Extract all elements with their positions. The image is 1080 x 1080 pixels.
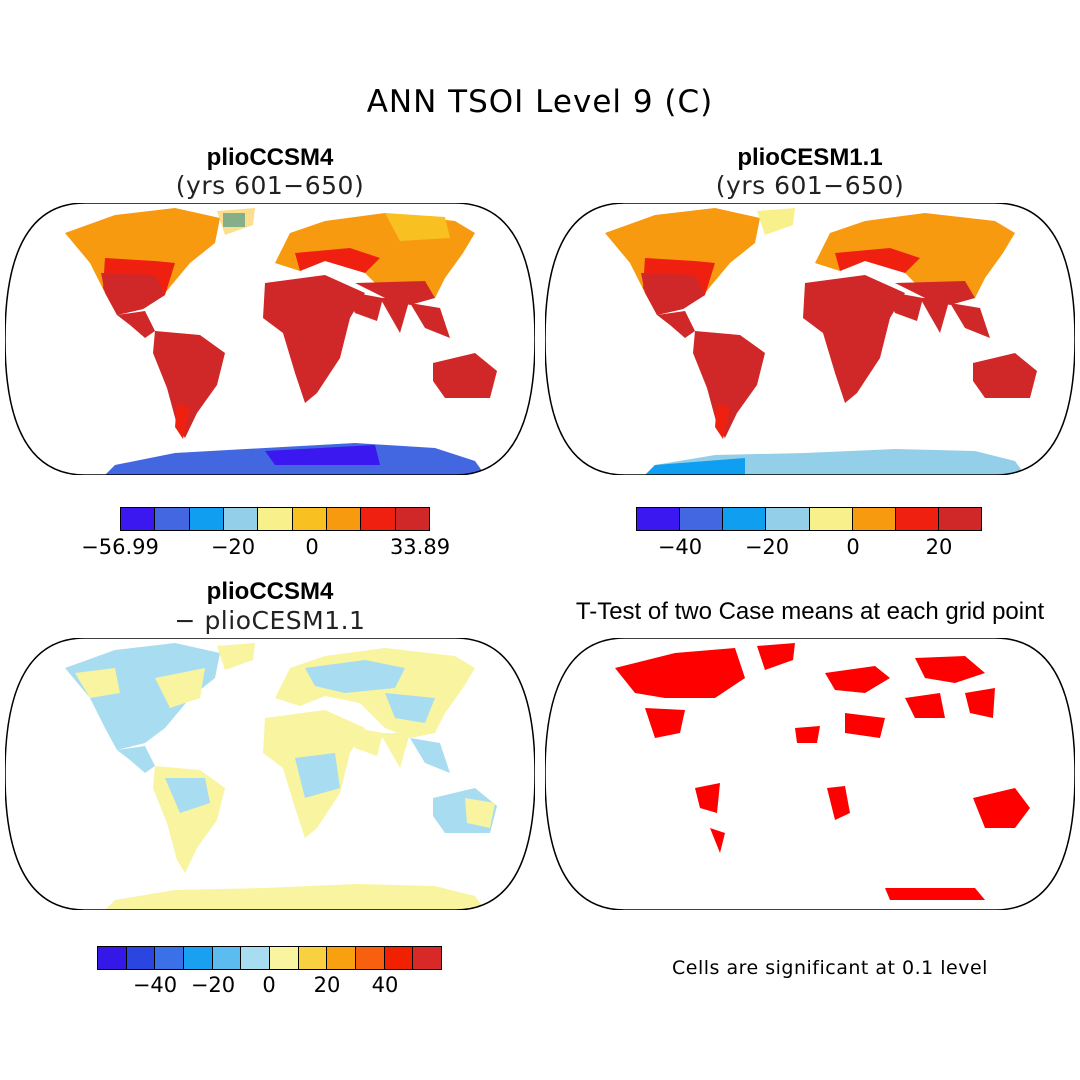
colorbar-3-swatch <box>327 947 357 969</box>
landmass-fill-panel-3 <box>65 643 497 910</box>
colorbar-3 <box>97 946 442 970</box>
colorbar-1-swatch <box>121 508 156 530</box>
colorbar-3-swatch <box>184 947 213 969</box>
colorbar-3-swatch <box>126 947 156 969</box>
figure-title: ANN TSOI Level 9 (C) <box>366 84 714 120</box>
colorbar-3-swatch <box>241 947 271 969</box>
map-border-panel-2 <box>545 203 1075 475</box>
map-border-panel-4 <box>545 638 1075 910</box>
panel-3-title: plioCCSM4 <box>206 578 334 605</box>
colorbar-2-swatch <box>766 508 810 530</box>
colorbar-3-swatch <box>212 947 242 969</box>
panel-1-subtitle: (yrs 601−650) <box>175 171 365 200</box>
significance-footnote: Cells are significant at 0.1 level <box>672 957 988 979</box>
colorbar-1-swatch <box>189 508 224 530</box>
colorbar-3-swatch <box>356 947 385 969</box>
landmass-fill-panel-1 <box>65 208 497 475</box>
colorbar-2 <box>636 507 982 531</box>
colorbar-3-label: 20 <box>313 973 341 997</box>
colorbar-1-label: 0 <box>305 535 319 559</box>
colorbar-3-swatch <box>413 947 442 969</box>
panel-1-title: plioCCSM4 <box>206 144 334 171</box>
colorbar-2-label: −20 <box>744 535 790 559</box>
colorbar-2-swatch <box>809 508 853 530</box>
map-panel-1 <box>5 203 535 475</box>
colorbar-3-label: −20 <box>190 973 236 997</box>
map-panel-3 <box>5 638 535 910</box>
colorbar-1-swatch <box>292 508 327 530</box>
colorbar-2-swatch <box>680 508 724 530</box>
colorbar-2-swatch <box>852 508 896 530</box>
panel-2-title: plioCESM1.1 <box>737 144 883 171</box>
panel-2-subtitle: (yrs 601−650) <box>715 171 905 200</box>
colorbar-3-label: −40 <box>132 973 178 997</box>
colorbar-2-label: 20 <box>925 535 953 559</box>
colorbar-2-label: 0 <box>846 535 860 559</box>
colorbar-1-swatch <box>155 508 190 530</box>
colorbar-3-swatch <box>98 947 127 969</box>
colorbar-2-swatch <box>637 508 681 530</box>
colorbar-1-swatch <box>223 508 259 530</box>
colorbar-1-swatch <box>395 508 429 530</box>
colorbar-2-label: −40 <box>657 535 703 559</box>
panel-3-subtitle: − plioCESM1.1 <box>174 606 366 635</box>
map-panel-4 <box>545 638 1075 910</box>
landmass-fill-panel-2 <box>605 208 1037 475</box>
colorbar-1-swatch <box>326 508 362 530</box>
colorbar-1 <box>120 507 430 531</box>
colorbar-3-swatch <box>298 947 328 969</box>
colorbar-3-swatch <box>384 947 414 969</box>
significance-cells <box>615 643 1030 900</box>
colorbar-1-label-max: 33.89 <box>389 535 451 559</box>
colorbar-1-swatch <box>361 508 396 530</box>
colorbar-3-swatch <box>155 947 185 969</box>
colorbar-3-swatch <box>270 947 299 969</box>
map-border-panel-3 <box>5 638 535 910</box>
colorbar-3-label: 40 <box>371 973 399 997</box>
map-panel-2 <box>545 203 1075 475</box>
colorbar-1-label-min: −56.99 <box>81 535 159 559</box>
colorbar-2-swatch <box>723 508 767 530</box>
colorbar-1-swatch <box>258 508 293 530</box>
colorbar-2-swatch <box>895 508 939 530</box>
colorbar-3-label: 0 <box>262 973 276 997</box>
colorbar-2-swatch <box>938 508 981 530</box>
map-border-panel-1 <box>5 203 535 475</box>
colorbar-1-label: −20 <box>210 535 256 559</box>
panel-4-title: T-Test of two Case means at each grid po… <box>575 598 1045 625</box>
